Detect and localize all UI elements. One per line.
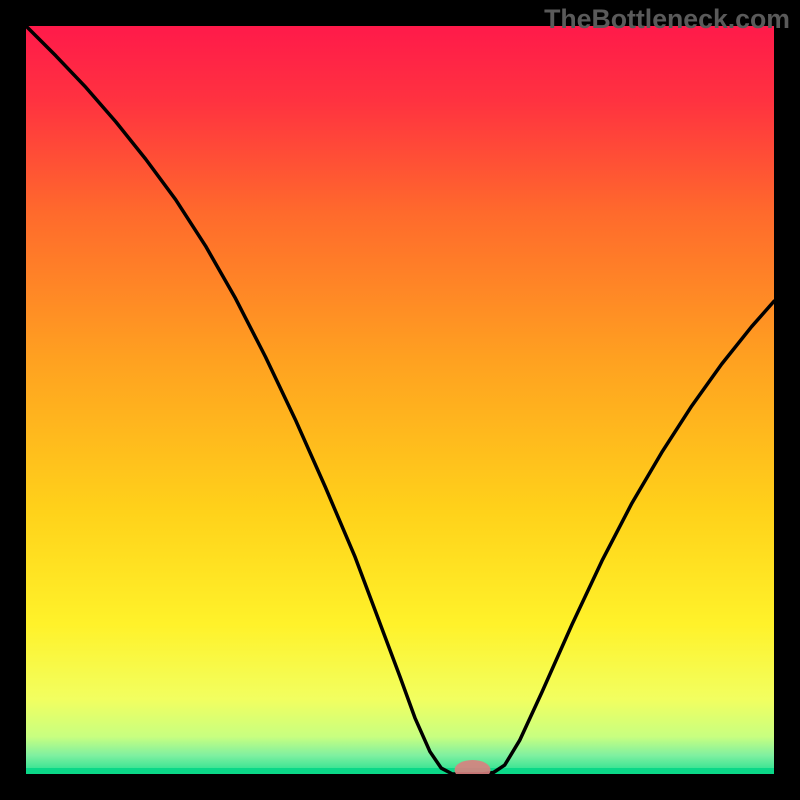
bottom-strip: [26, 768, 774, 774]
chart-svg: [0, 0, 800, 800]
watermark-text: TheBottleneck.com: [544, 4, 790, 35]
plot-background: [26, 26, 774, 774]
bottleneck-chart: TheBottleneck.com: [0, 0, 800, 800]
